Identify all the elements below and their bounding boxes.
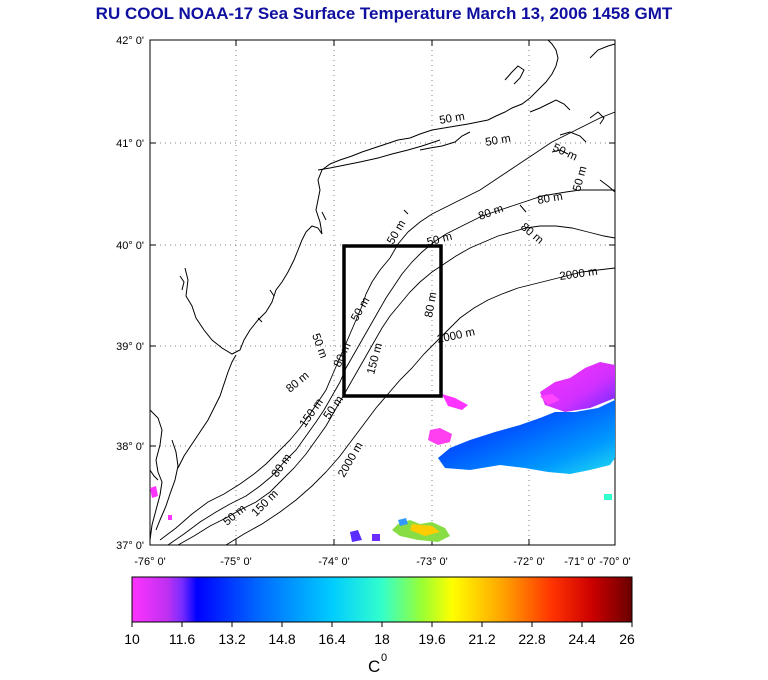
lon-label: -72° 0': [513, 556, 545, 568]
colorbar-tick-label: 19.6: [418, 631, 445, 647]
lon-label: -73° 0': [416, 556, 448, 568]
longitude-labels: -76° 0' -75° 0' -74° 0' -73° 0' -72° 0' …: [134, 556, 631, 568]
lat-label: 41° 0': [116, 138, 144, 150]
colorbar-unit-superscript: 0: [381, 652, 387, 664]
lat-label: 38° 0': [116, 441, 144, 453]
lon-label: -76° 0': [134, 556, 166, 568]
bathymetry-contours: [159, 111, 616, 546]
contour-label: 80 m: [536, 191, 563, 207]
sst-patches: [150, 362, 615, 542]
colorbar-tick-label: 22.8: [518, 631, 545, 647]
colorbar-ticks: [131, 622, 633, 627]
colorbar-tick-label: 26: [619, 631, 635, 647]
contour-label: 50 m: [484, 133, 511, 149]
map-title: RU COOL NOAA-17 Sea Surface Temperature …: [95, 4, 673, 23]
lat-label: 37° 0': [116, 540, 144, 552]
colorbar-unit-label: C: [368, 657, 380, 676]
colorbar-tick-labels: 10 11.6 13.2 14.8 16.4 18 19.6 21.2 22.8…: [124, 631, 635, 647]
study-area-box: [342, 244, 443, 398]
lat-label: 40° 0': [116, 240, 144, 252]
lat-label: 42° 0': [116, 35, 144, 47]
colorbar: [131, 576, 633, 623]
lon-label: -70° 0': [599, 556, 631, 568]
lon-label: -75° 0': [220, 556, 252, 568]
colorbar-tick-label: 14.8: [268, 631, 295, 647]
colorbar-tick-label: 13.2: [218, 631, 245, 647]
colorbar-tick-label: 21.2: [468, 631, 495, 647]
colorbar-tick-label: 18: [374, 631, 390, 647]
contour-label: 80 m: [423, 291, 439, 318]
latitude-labels: 42° 0' 41° 0' 40° 0' 39° 0' 38° 0' 37° 0…: [116, 35, 144, 552]
lon-label: -71° 0': [564, 556, 596, 568]
coastline: [149, 39, 616, 541]
colorbar-tick-label: 24.4: [568, 631, 595, 647]
lat-label: 39° 0': [116, 341, 144, 353]
colorbar-tick-label: 16.4: [318, 631, 345, 647]
contour-label: 2000 m: [559, 266, 599, 283]
colorbar-tick-label: 10: [124, 631, 140, 647]
colorbar-tick-label: 11.6: [169, 631, 195, 647]
contour-label: 50 m: [438, 111, 465, 127]
lon-label: -74° 0': [318, 556, 350, 568]
